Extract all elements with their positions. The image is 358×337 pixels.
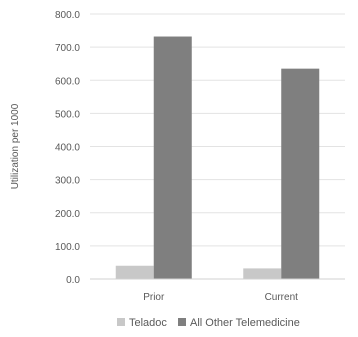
y-tick-label: 500.0 [55,109,80,120]
x-axis-category-labels: Prior Current [143,292,298,303]
y-axis-title: Utilization per 1000 [10,103,21,189]
y-tick-label: 600.0 [55,76,80,87]
bar-all-other-telemedicine-current [281,68,320,279]
legend-swatch [178,318,186,326]
y-tick-label: 800.0 [55,10,80,21]
bar-all-other-telemedicine-prior [153,36,192,280]
y-tick-label: 400.0 [55,143,80,154]
bars [115,36,320,280]
legend-label: All Other Telemedicine [190,317,300,329]
y-tick-label: 700.0 [55,43,80,54]
y-tick-label: 100.0 [55,242,80,253]
bar-teladoc-current [243,268,282,279]
legend: Teladoc All Other Telemedicine [117,317,300,329]
legend-swatch [117,318,125,326]
y-tick-label: 200.0 [55,209,80,220]
y-axis-tick-labels: 0.0 100.0 200.0 300.0 400.0 500.0 600.0 700.0 80… [55,10,80,286]
y-tick-label: 300.0 [55,176,80,187]
x-category-label: Prior [143,292,165,303]
gridlines [90,13,345,247]
bar-teladoc-prior [115,265,154,279]
x-category-label: Current [265,292,299,303]
legend-label: Teladoc [129,317,167,329]
y-tick-label: 0.0 [66,275,80,286]
